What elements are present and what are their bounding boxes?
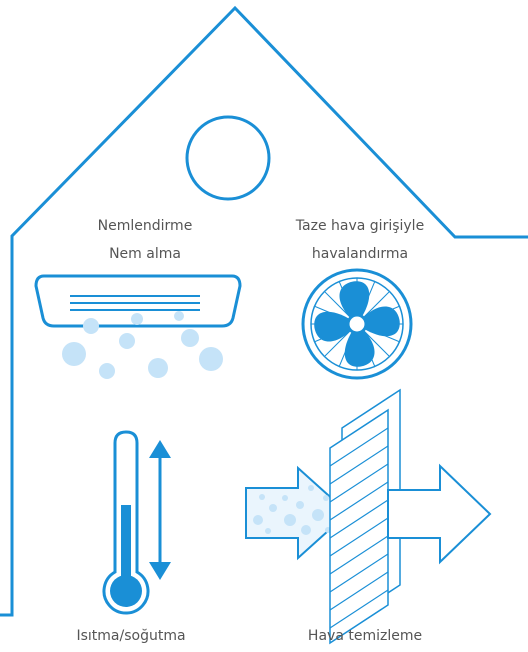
round-window-icon <box>185 115 271 201</box>
moisture-bubbles-icon <box>62 311 223 379</box>
label-air-purify: Hava temizleme <box>307 628 423 644</box>
thermometer-icon <box>102 430 150 615</box>
air-filter-icon <box>245 388 492 645</box>
air-conditioner-icon <box>34 274 242 328</box>
up-down-arrow-icon <box>149 440 171 580</box>
label-fresh-air-line1: Taze hava girişiyle <box>295 218 425 234</box>
label-fresh-air-line2: havalandırma <box>311 246 409 262</box>
label-heat-cool: Isıtma/soğutma <box>76 628 186 644</box>
label-dehumidify: Nem alma <box>109 246 181 262</box>
house-outline-icon <box>0 5 528 617</box>
fan-icon <box>301 268 413 380</box>
label-humidify: Nemlendirme <box>97 218 193 234</box>
